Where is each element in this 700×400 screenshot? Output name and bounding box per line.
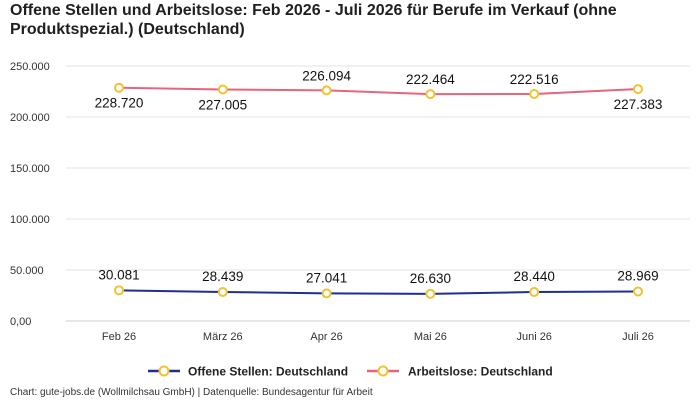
y-tick-label: 150.000 bbox=[10, 163, 50, 175]
data-label: 28.440 bbox=[514, 269, 555, 284]
data-label: 227.005 bbox=[198, 97, 247, 112]
data-point bbox=[425, 288, 436, 299]
series-line-1 bbox=[118, 86, 639, 96]
legend-marker bbox=[158, 365, 170, 377]
data-point bbox=[114, 82, 124, 93]
x-tick-label: Juli 26 bbox=[622, 331, 654, 343]
x-tick-label: Juni 26 bbox=[516, 331, 551, 343]
chart-footer: Chart: gute-jobs.de (Wollmilchsau GmbH) … bbox=[10, 387, 373, 398]
y-tick-label: 0,00 bbox=[10, 316, 31, 328]
data-point bbox=[321, 85, 332, 96]
y-tick-label: 50.000 bbox=[10, 265, 44, 277]
data-point bbox=[633, 286, 643, 297]
x-tick-label: Apr 26 bbox=[310, 331, 342, 343]
data-label: 222.516 bbox=[510, 72, 559, 87]
data-point bbox=[321, 288, 332, 299]
data-label: 222.464 bbox=[406, 72, 455, 87]
data-label: 228.720 bbox=[95, 96, 144, 111]
legend-label: Arbeitslose: Deutschland bbox=[408, 365, 553, 379]
data-point bbox=[217, 286, 228, 297]
data-label: 26.630 bbox=[410, 271, 451, 286]
data-label: 226.094 bbox=[302, 68, 351, 83]
y-tick-label: 250.000 bbox=[10, 61, 50, 73]
data-point bbox=[529, 286, 540, 297]
chart-title: Offene Stellen und Arbeitslose: Feb 2026… bbox=[10, 2, 617, 38]
data-point bbox=[633, 84, 643, 95]
y-tick-label: 100.000 bbox=[10, 214, 50, 226]
y-tick-label: 200.000 bbox=[10, 112, 50, 124]
data-label: 27.041 bbox=[306, 270, 347, 285]
data-point bbox=[217, 84, 228, 95]
series-line-0 bbox=[118, 289, 639, 295]
x-tick-label: Feb 26 bbox=[102, 331, 136, 343]
x-tick-label: Mai 26 bbox=[414, 331, 447, 343]
legend-label: Offene Stellen: Deutschland bbox=[188, 365, 348, 379]
data-label: 227.383 bbox=[614, 97, 663, 112]
data-point bbox=[114, 285, 124, 296]
data-label: 28.439 bbox=[202, 269, 243, 284]
x-tick-label: März 26 bbox=[203, 331, 243, 343]
legend-marker bbox=[377, 365, 389, 377]
data-label: 28.969 bbox=[617, 268, 658, 283]
data-point bbox=[529, 89, 540, 100]
data-point bbox=[425, 89, 436, 100]
data-label: 30.081 bbox=[98, 267, 139, 282]
